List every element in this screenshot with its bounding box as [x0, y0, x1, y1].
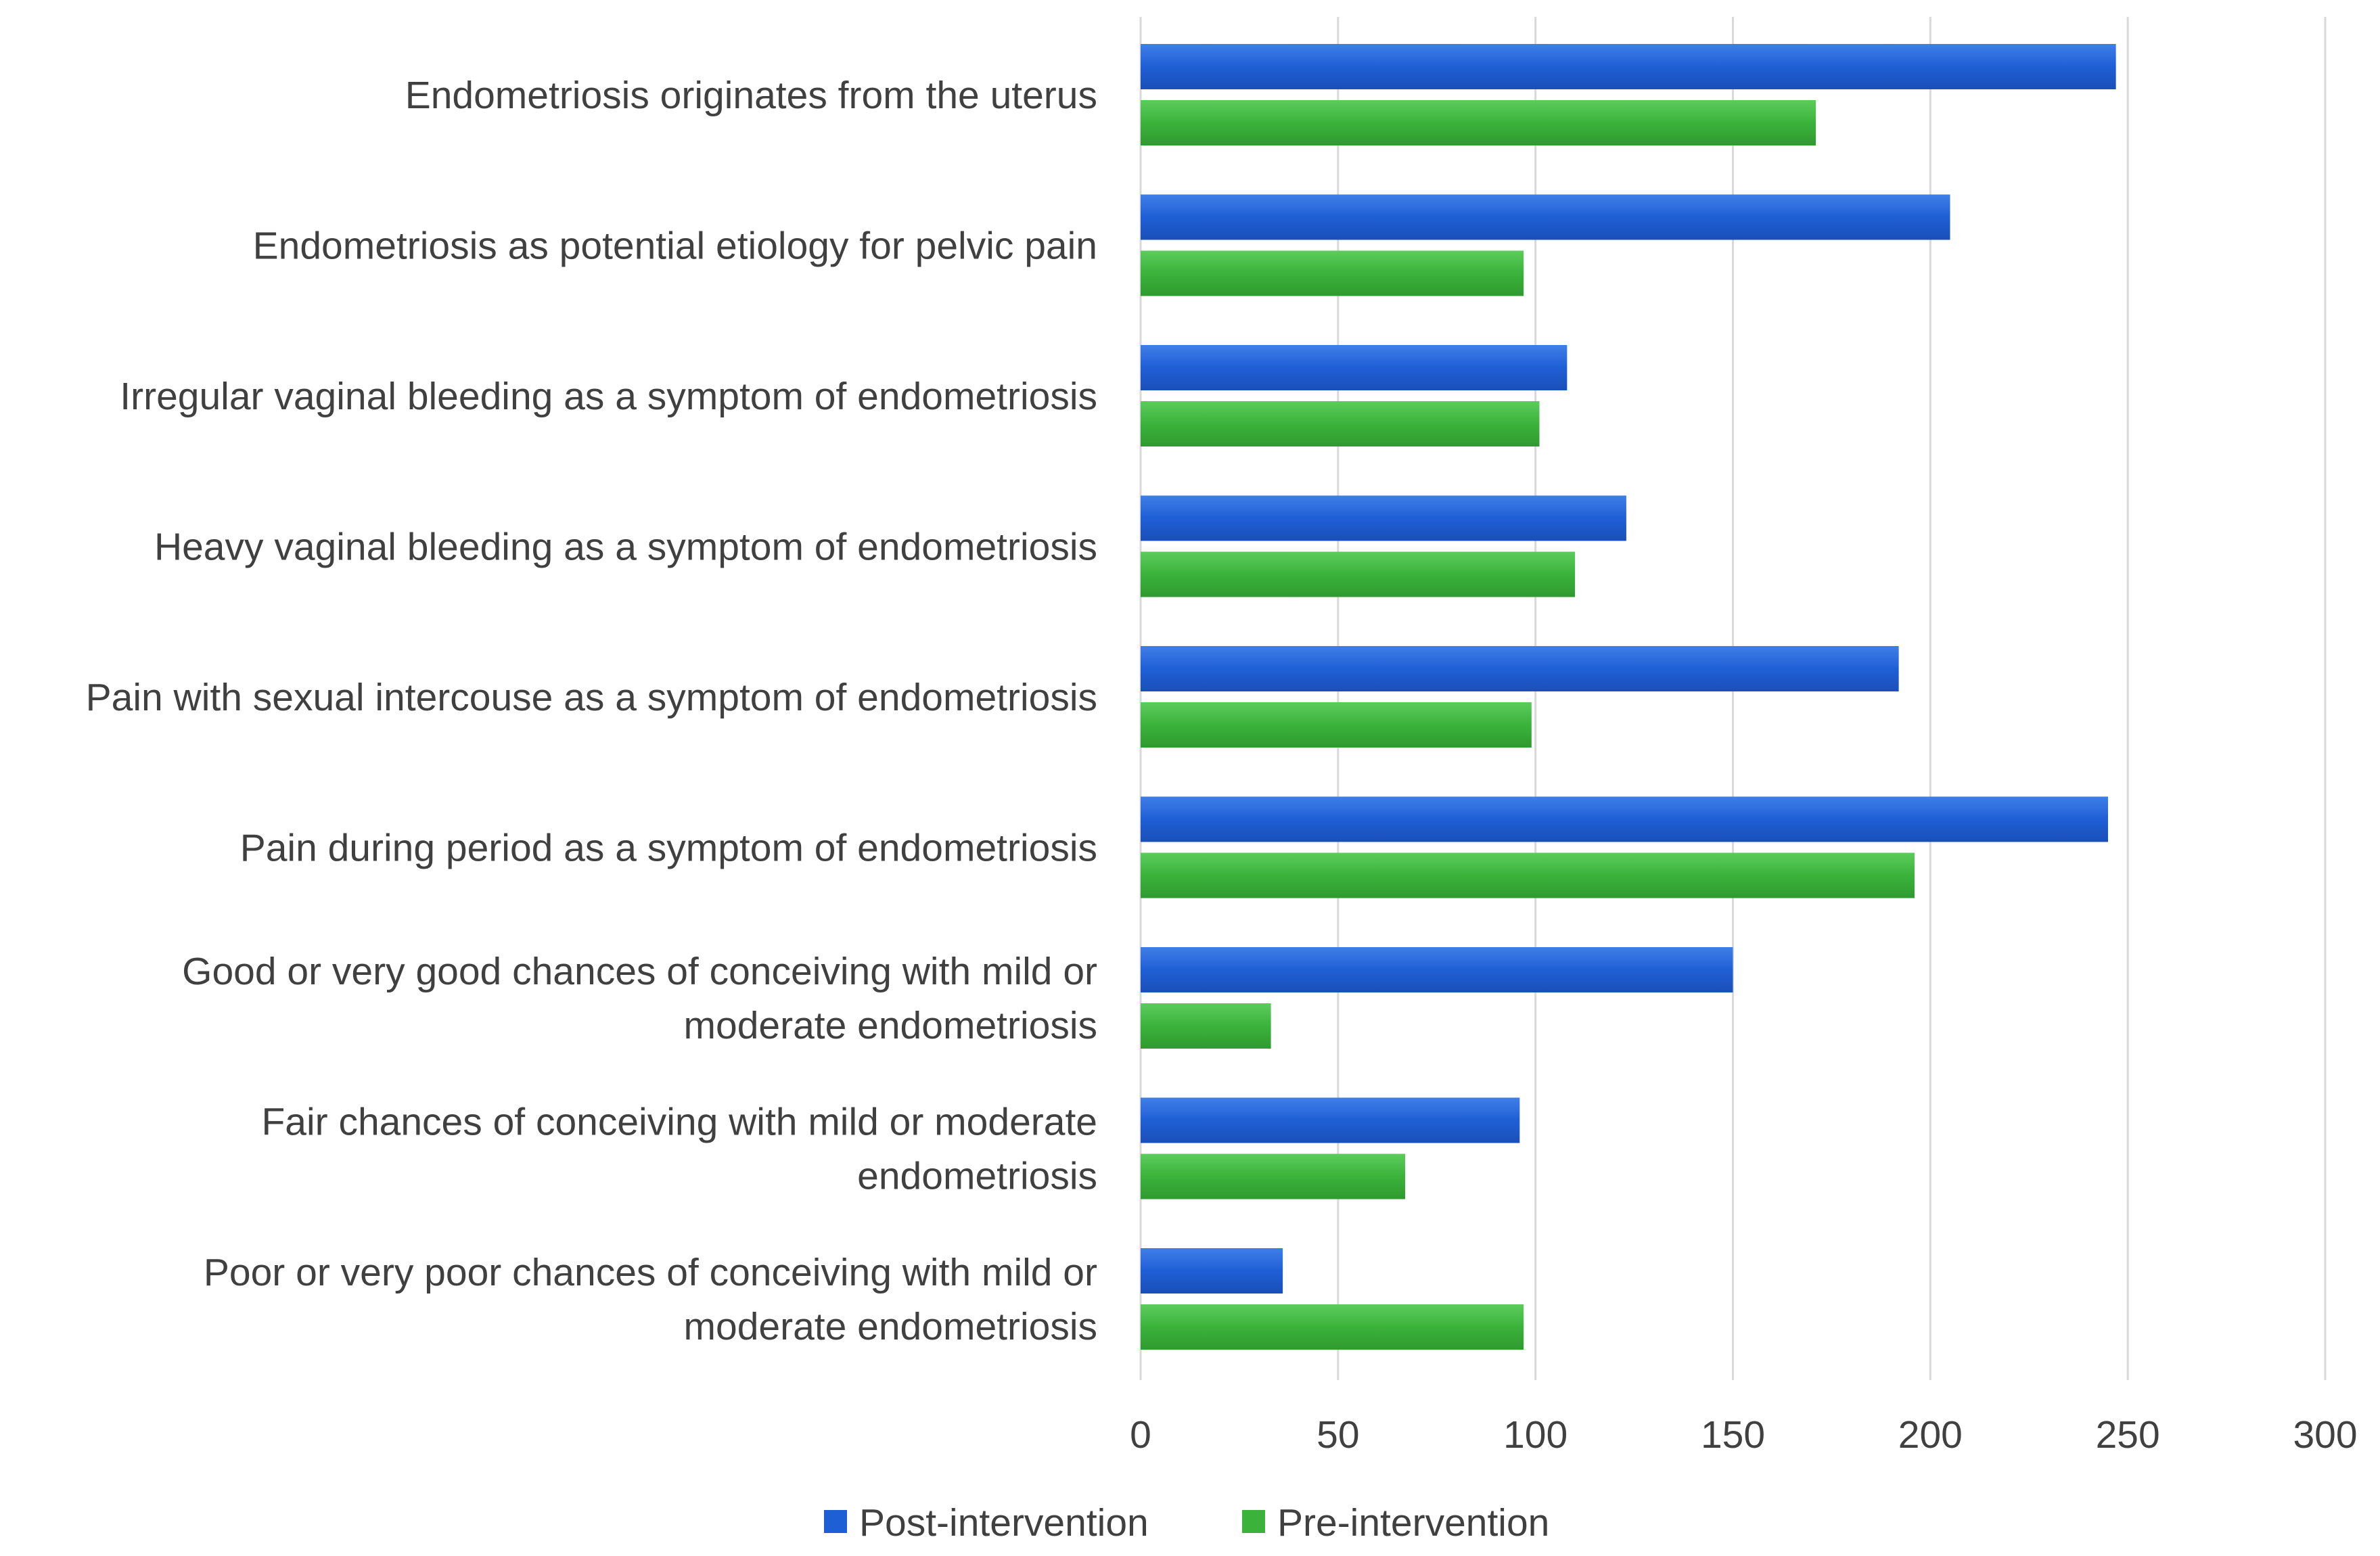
category-label-line: Good or very good chances of conceiving …	[182, 950, 1097, 993]
bar-post-8	[1141, 1097, 1520, 1143]
bar-post-3	[1141, 345, 1567, 390]
bar-pre-3	[1141, 401, 1540, 447]
category-label-line: moderate endometriosis	[684, 1305, 1097, 1348]
category-label-line: moderate endometriosis	[684, 1004, 1097, 1047]
x-axis-ticks: 0 50 100 150 200 250 300	[1130, 1413, 2357, 1457]
category-label-1: Endometriosis originates from the uterus	[405, 74, 1097, 117]
legend-swatch-post	[824, 1510, 847, 1533]
legend: Post-intervention Pre-intervention	[824, 1501, 1549, 1544]
bar-pre-4	[1141, 551, 1576, 597]
legend-label-pre: Pre-intervention	[1277, 1501, 1549, 1544]
tick-label-200: 200	[1898, 1413, 1963, 1457]
tick-label-300: 300	[2293, 1413, 2357, 1457]
bar-pre-9	[1141, 1304, 1524, 1350]
bar-pre-5	[1141, 702, 1532, 748]
bar-post-4	[1141, 495, 1626, 541]
category-label-line: Endometriosis as potential etiology for …	[253, 225, 1097, 268]
category-label-6: Pain during period as a symptom of endom…	[240, 827, 1097, 870]
category-label-4: Heavy vaginal bleeding as a symptom of e…	[154, 526, 1097, 569]
bar-post-6	[1141, 796, 2108, 842]
bar-post-7	[1141, 947, 1733, 992]
category-label-8: Fair chances of conceiving with mild or …	[261, 1101, 1097, 1198]
category-label-line: endometriosis	[857, 1155, 1097, 1198]
category-labels: Endometriosis originates from the uterus…	[86, 74, 1097, 1348]
legend-label-post: Post-intervention	[859, 1501, 1149, 1544]
bar-pre-2	[1141, 250, 1524, 296]
category-label-5: Pain with sexual intercouse as a symptom…	[86, 676, 1097, 719]
legend-swatch-pre	[1242, 1510, 1265, 1533]
bar-pre-6	[1141, 852, 1915, 898]
bars	[1141, 44, 2116, 1350]
bar-post-2	[1141, 194, 1950, 240]
category-label-line: Poor or very poor chances of conceiving …	[204, 1251, 1097, 1294]
category-label-line: Heavy vaginal bleeding as a symptom of e…	[154, 526, 1097, 569]
tick-label-50: 50	[1317, 1413, 1359, 1457]
category-label-7: Good or very good chances of conceiving …	[182, 950, 1097, 1047]
category-label-2: Endometriosis as potential etiology for …	[253, 225, 1097, 268]
category-label-9: Poor or very poor chances of conceiving …	[204, 1251, 1097, 1348]
tick-label-100: 100	[1503, 1413, 1567, 1457]
category-label-line: Endometriosis originates from the uterus	[405, 74, 1097, 117]
bar-pre-7	[1141, 1003, 1271, 1049]
bar-pre-1	[1141, 100, 1816, 145]
category-label-line: Irregular vaginal bleeding as a symptom …	[120, 375, 1097, 418]
tick-label-150: 150	[1701, 1413, 1765, 1457]
tick-label-0: 0	[1130, 1413, 1151, 1457]
category-label-line: Pain during period as a symptom of endom…	[240, 827, 1097, 870]
tick-label-250: 250	[2096, 1413, 2160, 1457]
bar-post-1	[1141, 44, 2116, 89]
bar-post-5	[1141, 646, 1899, 691]
category-label-3: Irregular vaginal bleeding as a symptom …	[120, 375, 1097, 418]
bar-pre-8	[1141, 1153, 1406, 1199]
category-label-line: Pain with sexual intercouse as a symptom…	[86, 676, 1097, 719]
bar-post-9	[1141, 1248, 1283, 1294]
gridlines	[1139, 17, 2327, 1380]
category-label-line: Fair chances of conceiving with mild or …	[261, 1101, 1097, 1144]
